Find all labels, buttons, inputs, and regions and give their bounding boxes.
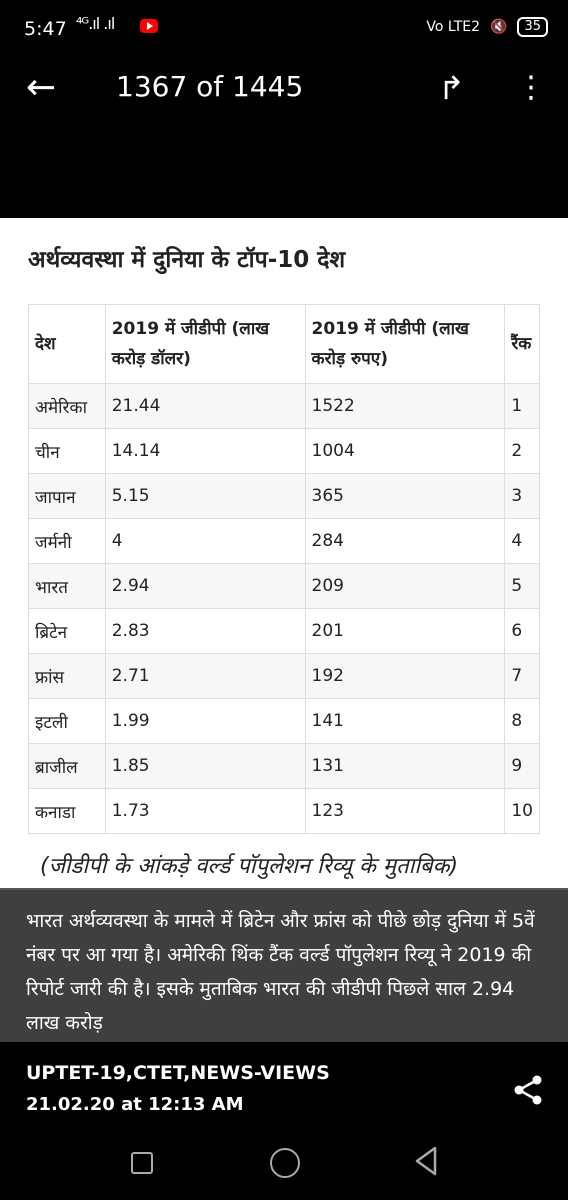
table-cell: चीन [28,428,106,474]
table-cell: 284 [304,518,506,564]
table-row: भारत 2.94 209 5 [28,563,540,609]
table-cell: 14.14 [104,428,306,474]
mute-icon: 🔇 [490,19,508,35]
column-header: रैंक [504,304,540,384]
table-cell: 131 [304,743,506,789]
table-row: चीन 14.14 1004 2 [28,428,540,474]
table-cell: 5 [504,563,540,609]
table-cell: 2.94 [104,563,306,609]
table-cell: 4 [504,518,540,564]
back-arrow-icon[interactable]: ← [26,67,57,108]
table-cell: 1.85 [104,743,306,789]
table-cell: 9 [504,743,540,789]
table-cell: 2.83 [104,608,306,654]
table-cell: 1522 [304,383,506,429]
column-header: देश [28,304,106,384]
status-bar: 5:47 ⁴ᴳ.ıl .ıl Vo LTE2 🔇 35 [0,0,568,60]
column-header: 2019 में जीडीपी (लाख करोड़ डॉलर) [104,304,306,384]
page-counter: 1367 of 1445 [116,70,304,103]
source-name: UPTET-19,CTET,NEWS-VIEWS [26,1062,330,1084]
forward-icon[interactable]: ↱ [438,69,465,107]
table-cell: 192 [304,653,506,699]
volte-icon: Vo LTE2 [426,19,481,35]
navigation-bar [0,1132,568,1200]
home-icon[interactable] [270,1148,300,1178]
recent-apps-icon[interactable] [131,1152,153,1174]
share-icon[interactable] [510,1072,546,1108]
table-row: अमेरिका 21.44 1522 1 [28,383,540,429]
table-cell: 4 [104,518,306,564]
table-cell: 141 [304,698,506,744]
battery-level: 35 [524,19,541,34]
table-cell: 10 [504,788,540,834]
table-cell: 1004 [304,428,506,474]
table-row: ब्रिटेन 2.83 201 6 [28,608,540,654]
table-cell: ब्राजील [28,743,106,789]
battery-icon: 35 [517,17,548,37]
table-row: कनाडा 1.73 123 10 [28,788,540,834]
back-icon[interactable] [414,1146,438,1176]
status-time: 5:47 [24,18,67,40]
youtube-notification-icon [140,19,158,33]
image-content: अर्थव्यवस्था में दुनिया के टॉप-10 देश दे… [0,218,568,890]
table-cell: 123 [304,788,506,834]
table-cell: जर्मनी [28,518,106,564]
caption-overlay[interactable]: भारत अर्थव्यवस्था के मामले में ब्रिटेन औ… [0,888,568,1042]
column-header: 2019 में जीडीपी (लाख करोड़ रुपए) [304,304,506,384]
table-cell: ब्रिटेन [28,608,106,654]
table-row: जापान 5.15 365 3 [28,473,540,519]
table-cell: 1.99 [104,698,306,744]
source-note: (जीडीपी के आंकड़े वर्ल्ड पॉपुलेशन रिव्यू… [40,854,459,879]
table-cell: 201 [304,608,506,654]
signal-icon: ⁴ᴳ.ıl .ıl [76,14,115,33]
table-cell: 1 [504,383,540,429]
more-vert-icon[interactable]: ⋮ [516,70,546,105]
table-row: फ्रांस 2.71 192 7 [28,653,540,699]
table-cell: फ्रांस [28,653,106,699]
table-cell: 3 [504,473,540,519]
footer: UPTET-19,CTET,NEWS-VIEWS 21.02.20 at 12:… [0,1042,568,1132]
table-cell: भारत [28,563,106,609]
table-row: ब्राजील 1.85 131 9 [28,743,540,789]
app-bar: ← 1367 of 1445 ↱ ⋮ [0,60,568,120]
gdp-table: देश 2019 में जीडीपी (लाख करोड़ डॉलर) 201… [28,304,540,834]
table-body: अमेरिका 21.44 1522 1 चीन 14.14 1004 2 जापान 5.15 3… [28,383,540,834]
table-cell: 21.44 [104,383,306,429]
table-cell: 209 [304,563,506,609]
table-cell: 2.71 [104,653,306,699]
table-cell: 8 [504,698,540,744]
table-cell: 6 [504,608,540,654]
table-cell: अमेरिका [28,383,106,429]
table-cell: 1.73 [104,788,306,834]
post-date: 21.02.20 at 12:13 AM [26,1094,244,1115]
table-cell: 2 [504,428,540,474]
table-cell: कनाडा [28,788,106,834]
table-cell: जापान [28,473,106,519]
table-row: इटली 1.99 141 8 [28,698,540,744]
table-cell: 365 [304,473,506,519]
table-header-row: देश 2019 में जीडीपी (लाख करोड़ डॉलर) 201… [28,304,540,384]
caption-text: भारत अर्थव्यवस्था के मामले में ब्रिटेन औ… [26,910,535,1034]
table-cell: इटली [28,698,106,744]
table-cell: 5.15 [104,473,306,519]
image-heading: अर्थव्यवस्था में दुनिया के टॉप-10 देश [28,247,346,273]
table-cell: 7 [504,653,540,699]
table-row: जर्मनी 4 284 4 [28,518,540,564]
